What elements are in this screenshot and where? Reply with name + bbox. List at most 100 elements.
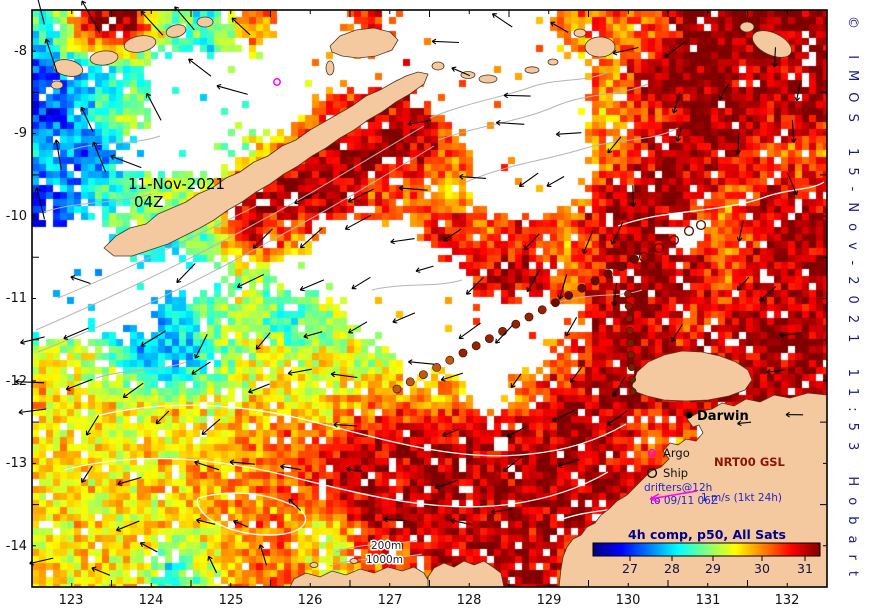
colorbar-tick-label: 28 <box>664 561 680 576</box>
colorbar-tick-label: 30 <box>754 561 770 576</box>
timor-island <box>103 71 429 257</box>
latitude-axis: -8 -9 -10 -11 -12 -13 -14 <box>6 44 27 554</box>
lat-tick-label: -9 <box>14 126 27 141</box>
track-dot <box>617 262 626 271</box>
wetar-island <box>329 27 399 59</box>
track-dot <box>627 363 636 372</box>
axis-ticks <box>32 10 827 587</box>
current-vectors <box>15 0 804 576</box>
small-island <box>196 16 214 28</box>
colorbar-gradient <box>592 542 821 557</box>
track-dot <box>624 290 632 298</box>
legend-ship-label: Ship <box>663 466 688 480</box>
track-dot <box>683 225 695 237</box>
colorbar-tick-label: 31 <box>797 561 813 576</box>
track-dot <box>524 312 534 322</box>
legend-drifters-line2: to 09/11 06Z <box>650 495 718 507</box>
depth-label-200m: 200m <box>371 540 401 552</box>
track-dot <box>638 251 650 263</box>
tanimbar-island <box>752 30 792 58</box>
colorbar: 4h comp, p50, All Sats 27 28 29 30 31 <box>592 527 821 576</box>
track-dot <box>537 305 547 315</box>
track-dot <box>498 326 507 336</box>
small-island <box>123 35 157 53</box>
track-dot <box>590 276 600 286</box>
track-dot <box>432 362 441 372</box>
lon-tick-label: 127 <box>378 593 403 608</box>
small-island <box>739 21 755 33</box>
small-island <box>50 80 64 90</box>
platform-tracks <box>273 78 707 396</box>
track-dot <box>551 298 560 307</box>
longitude-axis: 123 124 125 126 127 128 129 130 131 132 <box>59 593 800 608</box>
small-island <box>524 66 540 74</box>
kimberley-coast <box>289 566 429 588</box>
lat-tick-label: -10 <box>6 209 27 224</box>
track-dot <box>668 234 680 246</box>
track-dot <box>577 283 587 293</box>
lon-tick-label: 130 <box>616 593 641 608</box>
track-dot <box>625 326 634 335</box>
coast-strip <box>427 560 505 588</box>
small-island <box>573 28 587 38</box>
track-dot <box>405 377 415 387</box>
track-dot <box>511 319 521 329</box>
track-dot <box>624 302 633 311</box>
small-island <box>309 562 319 568</box>
lat-tick-label: -13 <box>6 456 27 471</box>
track-dot <box>445 355 455 365</box>
lon-tick-label: 129 <box>537 593 562 608</box>
date-label-line2: 04Z <box>134 193 163 211</box>
tiwi-islands <box>631 350 753 402</box>
small-island <box>547 58 559 66</box>
colorbar-title: 4h comp, p50, All Sats <box>628 527 786 542</box>
lat-tick-label: -12 <box>6 374 27 389</box>
lon-tick-label: 131 <box>696 593 721 608</box>
imos-copyright-watermark: © IMOS 15-Nov-2021 11:53 Hobart <box>845 16 860 576</box>
lat-tick-label: -8 <box>14 44 27 59</box>
track-dot <box>695 219 707 231</box>
track-dot <box>626 338 635 347</box>
small-island <box>431 61 445 71</box>
track-dot <box>484 334 494 343</box>
small-island <box>349 558 359 564</box>
darwin-city-dot <box>685 411 693 419</box>
track-dot <box>653 242 665 254</box>
lon-tick-label: 128 <box>457 593 482 608</box>
small-island <box>478 74 498 84</box>
date-label-line1: 11-Nov-2021 <box>128 175 225 193</box>
darwin-city-label: Darwin <box>697 409 749 424</box>
argo-symbol-icon <box>647 448 657 458</box>
lat-tick-label: -11 <box>6 291 27 306</box>
track-dot <box>628 375 637 384</box>
small-island <box>165 24 187 38</box>
small-island <box>52 59 84 77</box>
lon-tick-label: 126 <box>298 593 323 608</box>
babar-island <box>584 36 616 58</box>
legend-product-label: NRT00 GSL <box>714 455 786 469</box>
legend-scale-label: 1 m/s (1kt 24h) <box>701 492 782 504</box>
colorbar-tick-label: 29 <box>705 561 721 576</box>
colorbar-tick-label: 27 <box>622 561 638 576</box>
track-dot <box>630 254 639 264</box>
track-dot <box>628 387 637 396</box>
small-island <box>392 555 404 563</box>
track-dot <box>603 269 613 279</box>
track-dot <box>471 341 481 351</box>
track-dot <box>627 351 635 359</box>
small-island <box>325 60 335 76</box>
track-dot <box>392 384 402 394</box>
map-frame <box>31 9 828 588</box>
track-dot <box>418 370 428 379</box>
legend-argo-label: Argo <box>663 446 690 460</box>
ship-symbol-icon <box>646 467 658 479</box>
depth-label-1000m: 1000m <box>366 554 403 566</box>
track-dot <box>625 314 634 323</box>
lon-tick-label: 132 <box>775 593 800 608</box>
small-island <box>89 50 119 66</box>
lon-tick-label: 125 <box>219 593 244 608</box>
legend: Argo Ship NRT00 GSL drifters@12h to 09/1… <box>644 446 786 507</box>
lat-tick-label: -14 <box>6 539 27 554</box>
